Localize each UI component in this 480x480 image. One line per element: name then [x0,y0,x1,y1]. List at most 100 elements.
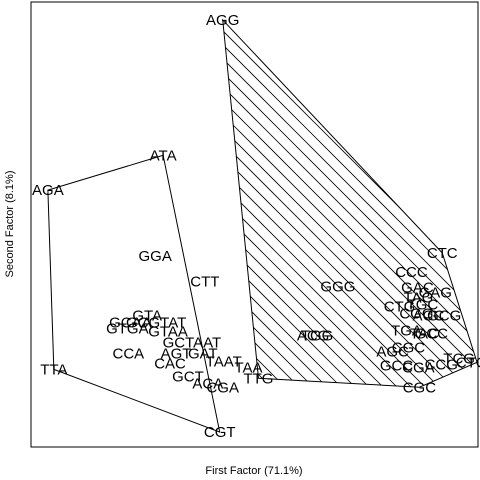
hatch-line [457,19,478,388]
point-label-gac: GAC [401,280,434,297]
point-label-acc: ACC [412,308,444,325]
point-label-cac: CAC [154,355,186,372]
hatch-line [0,0,126,480]
hatch-line [222,19,478,388]
hatch-line [331,19,478,388]
point-label-gcg: GCG [427,308,461,325]
hatch-line [222,19,478,388]
hatch-line [247,19,478,388]
hatch-line [222,19,478,388]
hatch-line [429,19,478,388]
plot-frame [30,1,479,448]
hatch-line [0,0,140,480]
point-label-tag: TAG [404,290,434,307]
point-label-ctt: CTT [190,274,219,291]
hatch-line [275,19,478,388]
point-label-gcgtat: GCGTAT [126,315,186,332]
point-label-tcg: TCG [443,350,475,367]
hatch-line [0,0,154,480]
point-label-gcc2: GCC [380,357,414,374]
hatch-line [222,19,323,388]
point-label-agc: AGC [376,343,409,360]
hatch-line [222,19,478,388]
point-label-gcaa: GCAA [109,315,152,332]
x-axis-title: First Factor (71.1%) [205,465,302,477]
hatch-line [222,19,379,388]
hatch-line [222,19,351,388]
point-label-cgc: CGC [403,379,437,396]
hatch-line [0,0,112,480]
hatch-line [359,19,478,388]
hatch-line [222,19,421,388]
hatch-line [222,19,478,388]
point-labels: AGGATAAGAGGACTTGTAGCAAGTGAGCGTATGTAAGCTA… [32,12,480,441]
point-label-acg: ACG [297,328,330,345]
hatch-line [222,19,253,388]
point-label-tga: TGA [391,323,422,340]
hatch-line [222,19,365,388]
hatch-line [443,19,478,388]
hatch-line [222,19,281,388]
point-label-cca: CCA [113,345,145,362]
point-label-ctg: CTG [384,299,416,316]
hatch-line [222,19,239,388]
hatch-line [222,19,478,388]
hatch-line [222,19,463,388]
hatch-line [0,0,196,480]
point-label-gtaa: GTAA [148,324,188,341]
hatch-line [222,19,393,388]
hatch-line [0,0,168,480]
hatch-line [222,19,478,388]
hatch-line [222,19,478,388]
hatch-line [222,19,225,388]
point-label-ctc: CTC [427,245,458,262]
point-label-gcc: GCC [415,326,449,343]
point-label-gga: GGA [138,248,171,265]
hull-right-polygon [222,18,478,388]
point-label-ccc: CCC [395,264,428,281]
point-label-agt: AGT [161,345,192,362]
hatch-line [222,19,478,388]
hatch-line [317,19,478,388]
hatch-line [303,19,478,388]
hatch-line [233,19,478,388]
hatch-line [222,19,478,388]
point-label-ata: ATA [150,147,177,164]
hatch-line [222,19,478,388]
point-label-ccg: CCG [425,356,458,373]
y-axis-title: Second Factor (8.1%) [4,171,16,278]
hatch-line [222,19,478,388]
hatch-line [222,19,435,388]
point-label-cgg: CGG [399,306,433,323]
hatch-line [261,19,478,388]
hatch-line [222,19,478,388]
point-label-tta: TTA [40,361,67,378]
hatch-line [222,19,267,388]
hatch-line [222,19,309,388]
point-label-aca: ACA [192,375,223,392]
hatch-line [415,19,478,388]
hatch-line [471,19,478,388]
point-label-cgc2: CGC [392,339,426,356]
point-label-gtga: GTGA [106,321,149,338]
point-label-tgg: TGG [301,328,334,345]
hatch-line [222,19,407,388]
hull-left-polygon [47,154,221,433]
point-label-gag: GAG [419,285,452,302]
hatch-line [222,19,478,388]
hatch-line [345,19,478,388]
hatch-line [222,19,478,388]
hatch-line [289,19,478,388]
point-label-ggg: GGG [320,279,355,296]
hatch-line [387,19,478,388]
point-label-cga: CGA [206,379,239,396]
point-label-gctaat: GCTAAT [163,334,222,351]
point-label-gta: GTA [132,308,162,325]
point-label-taat: TAAT [206,353,242,370]
point-label-aga: AGA [32,182,64,199]
hatch-line [222,19,337,388]
point-label-ttg: TTG [243,370,273,387]
hatch-line [222,19,478,388]
